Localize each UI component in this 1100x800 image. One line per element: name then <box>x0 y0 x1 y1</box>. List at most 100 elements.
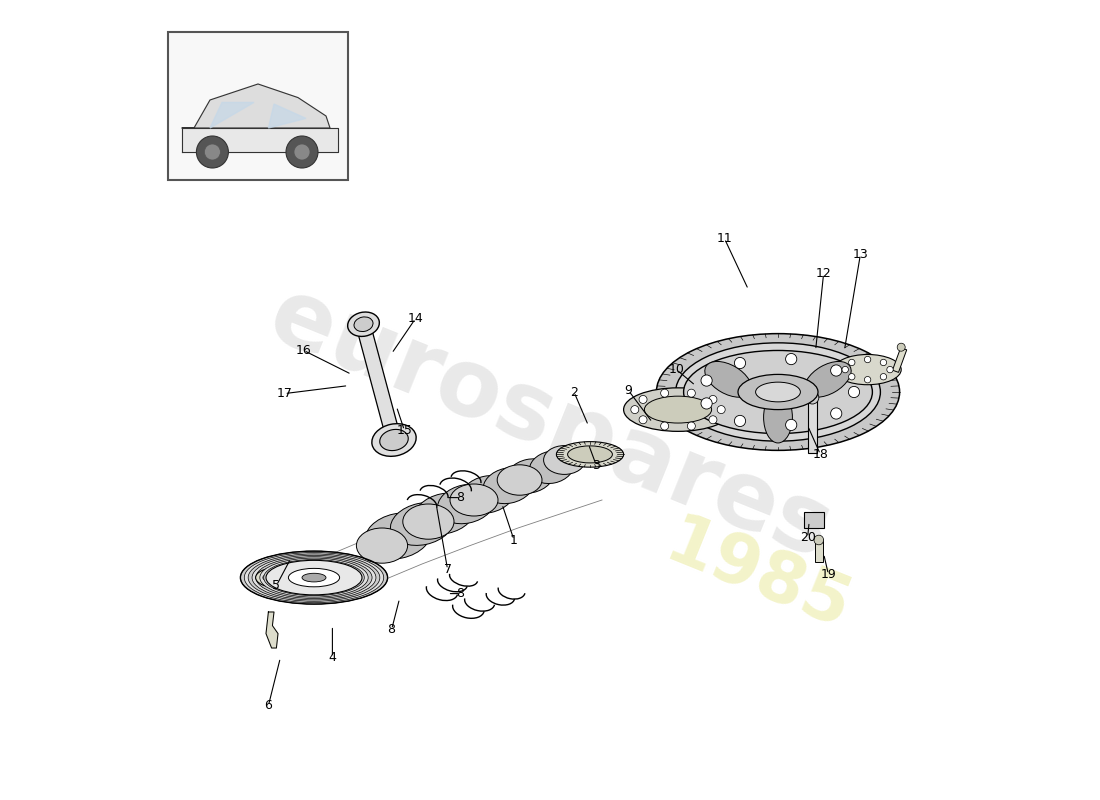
Text: 19: 19 <box>821 568 836 581</box>
Circle shape <box>688 422 695 430</box>
Ellipse shape <box>244 553 384 602</box>
Ellipse shape <box>483 467 534 504</box>
Ellipse shape <box>738 374 818 410</box>
Text: 12: 12 <box>816 267 832 280</box>
Ellipse shape <box>288 568 340 587</box>
Polygon shape <box>268 104 306 128</box>
Text: 15: 15 <box>396 424 412 437</box>
Circle shape <box>898 343 905 351</box>
Ellipse shape <box>390 502 453 546</box>
Text: 17: 17 <box>276 387 293 400</box>
Text: 4: 4 <box>329 651 337 664</box>
Ellipse shape <box>657 334 900 450</box>
Text: 3: 3 <box>593 459 601 472</box>
Circle shape <box>735 415 746 426</box>
Circle shape <box>270 580 274 585</box>
Ellipse shape <box>348 312 380 337</box>
Circle shape <box>197 136 229 168</box>
Ellipse shape <box>804 362 851 397</box>
Circle shape <box>701 398 712 409</box>
Polygon shape <box>266 612 278 648</box>
Polygon shape <box>815 539 823 562</box>
Circle shape <box>639 416 647 424</box>
Ellipse shape <box>415 493 474 534</box>
Ellipse shape <box>252 555 376 600</box>
Ellipse shape <box>683 350 872 434</box>
Text: eurospares: eurospares <box>256 270 844 578</box>
Circle shape <box>661 389 669 397</box>
Ellipse shape <box>256 557 372 598</box>
Polygon shape <box>210 102 254 128</box>
Text: 8: 8 <box>456 587 464 600</box>
Text: 20: 20 <box>800 531 815 544</box>
Ellipse shape <box>568 446 613 463</box>
Ellipse shape <box>497 465 542 495</box>
Circle shape <box>880 374 887 380</box>
Circle shape <box>639 395 647 403</box>
Ellipse shape <box>461 475 515 514</box>
Ellipse shape <box>260 558 368 597</box>
Circle shape <box>717 406 725 414</box>
Text: 9: 9 <box>625 384 632 397</box>
Text: 14: 14 <box>408 312 424 325</box>
Text: 8: 8 <box>387 623 396 636</box>
Circle shape <box>806 391 818 404</box>
Circle shape <box>785 419 796 430</box>
Ellipse shape <box>645 396 712 423</box>
Ellipse shape <box>557 442 624 467</box>
Circle shape <box>630 406 639 414</box>
Circle shape <box>263 575 267 580</box>
Ellipse shape <box>675 343 880 441</box>
Ellipse shape <box>249 554 380 602</box>
Circle shape <box>830 365 842 376</box>
Circle shape <box>688 389 695 397</box>
Ellipse shape <box>624 388 733 431</box>
Circle shape <box>814 535 824 545</box>
Text: 10: 10 <box>669 363 684 376</box>
Circle shape <box>661 422 669 430</box>
Ellipse shape <box>302 574 326 582</box>
Circle shape <box>270 570 274 575</box>
Ellipse shape <box>255 567 300 588</box>
Ellipse shape <box>266 560 362 595</box>
Circle shape <box>848 374 855 380</box>
Text: 18: 18 <box>813 448 828 461</box>
Circle shape <box>282 580 287 585</box>
Ellipse shape <box>506 459 553 493</box>
Polygon shape <box>182 128 338 152</box>
Circle shape <box>708 416 717 424</box>
Ellipse shape <box>241 551 387 604</box>
Circle shape <box>735 358 746 369</box>
Text: 13: 13 <box>852 248 868 261</box>
Circle shape <box>865 377 871 383</box>
Text: 6: 6 <box>264 699 273 712</box>
Circle shape <box>865 356 871 362</box>
Text: 11: 11 <box>716 232 733 245</box>
Text: 2: 2 <box>570 386 578 398</box>
Ellipse shape <box>438 484 495 524</box>
Polygon shape <box>807 398 817 453</box>
Bar <box>167 32 348 180</box>
Ellipse shape <box>834 354 901 385</box>
Text: 7: 7 <box>443 563 452 576</box>
Bar <box>804 512 824 528</box>
Ellipse shape <box>264 559 364 596</box>
Circle shape <box>708 395 717 403</box>
Text: 5: 5 <box>273 579 280 592</box>
Circle shape <box>294 144 310 160</box>
Circle shape <box>205 144 220 160</box>
Ellipse shape <box>705 362 751 397</box>
Polygon shape <box>892 348 906 372</box>
Circle shape <box>830 408 842 419</box>
Circle shape <box>848 359 855 366</box>
Text: 1985: 1985 <box>656 509 860 643</box>
Circle shape <box>880 359 887 366</box>
Ellipse shape <box>543 446 585 474</box>
Ellipse shape <box>365 513 431 559</box>
Text: 8: 8 <box>456 491 464 504</box>
Ellipse shape <box>756 382 801 402</box>
Ellipse shape <box>356 528 408 563</box>
Ellipse shape <box>379 430 408 450</box>
Ellipse shape <box>267 561 361 594</box>
Polygon shape <box>182 84 330 128</box>
